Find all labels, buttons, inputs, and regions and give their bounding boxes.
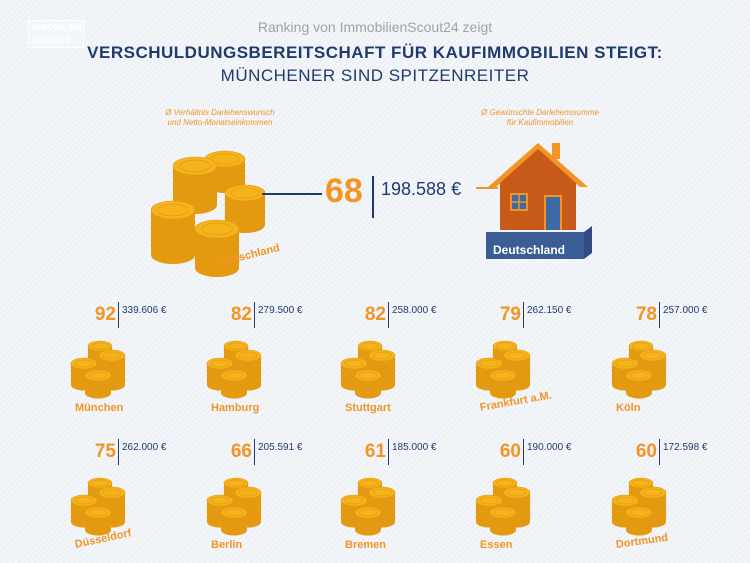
connector-line-left bbox=[262, 193, 322, 195]
logo-line2: SCOUT24 bbox=[31, 36, 70, 45]
city-name: Bremen bbox=[345, 539, 386, 551]
city-ratio: 82 bbox=[230, 304, 252, 325]
amount-note-line2: für Kaufimmobilien bbox=[506, 118, 574, 127]
city-amount: 262.150 € bbox=[527, 305, 572, 316]
city-ratio: 78 bbox=[635, 304, 657, 325]
city-ratio: 60 bbox=[635, 441, 657, 462]
city-ratio: 61 bbox=[364, 441, 386, 462]
city-amount: 190.000 € bbox=[527, 442, 572, 453]
header-title-line2: MÜNCHENER SIND SPITZENREITER bbox=[220, 66, 530, 85]
header-subtitle: Ranking von ImmobilienScout24 zeigt bbox=[257, 19, 493, 35]
city-amount: 262.000 € bbox=[122, 442, 167, 453]
amount-note-line1: Ø Gewünschte Darlehenssumme bbox=[481, 108, 599, 117]
city-amount: 205.591 € bbox=[258, 442, 303, 453]
coin-stack-icon bbox=[611, 340, 667, 399]
logo-line1: IMMOBILIEN bbox=[31, 23, 82, 32]
city-separator bbox=[659, 302, 660, 328]
coin-stack-icon bbox=[611, 477, 667, 536]
city-name: Hamburg bbox=[211, 402, 260, 414]
immobilienscout24-logo: IMMOBILIEN SCOUT24 bbox=[28, 20, 84, 48]
city-amount: 257.000 € bbox=[663, 305, 708, 316]
city-ratio: 92 bbox=[94, 304, 116, 325]
city-ratio: 75 bbox=[94, 441, 116, 462]
national-ratio: 68 bbox=[325, 172, 363, 210]
city-separator bbox=[388, 302, 389, 328]
header-title-line1: VERSCHULDUNGSBEREITSCHAFT FÜR KAUFIMMOBI… bbox=[87, 43, 663, 62]
city-name: Köln bbox=[616, 402, 641, 414]
ratio-note: Ø Verhältnis Darlehenswunsch und Netto-M… bbox=[150, 108, 290, 128]
house-label: Deutschland bbox=[493, 243, 566, 257]
city-separator bbox=[254, 302, 255, 328]
national-amount: 198.588 € bbox=[381, 179, 462, 199]
city-name: Essen bbox=[480, 539, 513, 551]
house-icon bbox=[486, 143, 592, 259]
city-amount: 172.598 € bbox=[663, 442, 708, 453]
coin-stack-icon bbox=[475, 340, 531, 399]
city-amount: 279.500 € bbox=[258, 305, 303, 316]
ratio-note-line1: Ø Verhältnis Darlehenswunsch bbox=[165, 108, 275, 117]
city-separator bbox=[118, 302, 119, 328]
city-name: München bbox=[75, 402, 124, 414]
city-separator bbox=[523, 302, 524, 328]
city-name: Berlin bbox=[211, 539, 243, 551]
city-name: Stuttgart bbox=[345, 402, 391, 414]
city-separator bbox=[659, 439, 660, 465]
coin-stack-icon bbox=[206, 477, 262, 536]
city-separator bbox=[254, 439, 255, 465]
coin-stack-icon bbox=[150, 150, 266, 277]
city-ratio: 66 bbox=[230, 441, 252, 462]
coin-stack-icon bbox=[475, 477, 531, 536]
city-separator bbox=[118, 439, 119, 465]
coin-stack-icon bbox=[70, 340, 126, 399]
coin-stack-icon bbox=[340, 340, 396, 399]
coin-stack-icon bbox=[70, 477, 126, 536]
city-ratio: 82 bbox=[364, 304, 386, 325]
city-amount: 185.000 € bbox=[392, 442, 437, 453]
city-separator bbox=[388, 439, 389, 465]
city-separator bbox=[523, 439, 524, 465]
city-ratio: 60 bbox=[499, 441, 521, 462]
coin-stack-icon bbox=[206, 340, 262, 399]
amount-note: Ø Gewünschte Darlehenssumme für Kaufimmo… bbox=[470, 108, 610, 128]
city-amount: 258.000 € bbox=[392, 305, 437, 316]
ratio-note-line2: und Netto-Monatseinkommen bbox=[167, 118, 273, 127]
national-separator bbox=[372, 176, 374, 218]
city-amount: 339.606 € bbox=[122, 305, 167, 316]
connector-line-right bbox=[476, 187, 498, 189]
coin-stack-icon bbox=[340, 477, 396, 536]
city-ratio: 79 bbox=[499, 304, 521, 325]
